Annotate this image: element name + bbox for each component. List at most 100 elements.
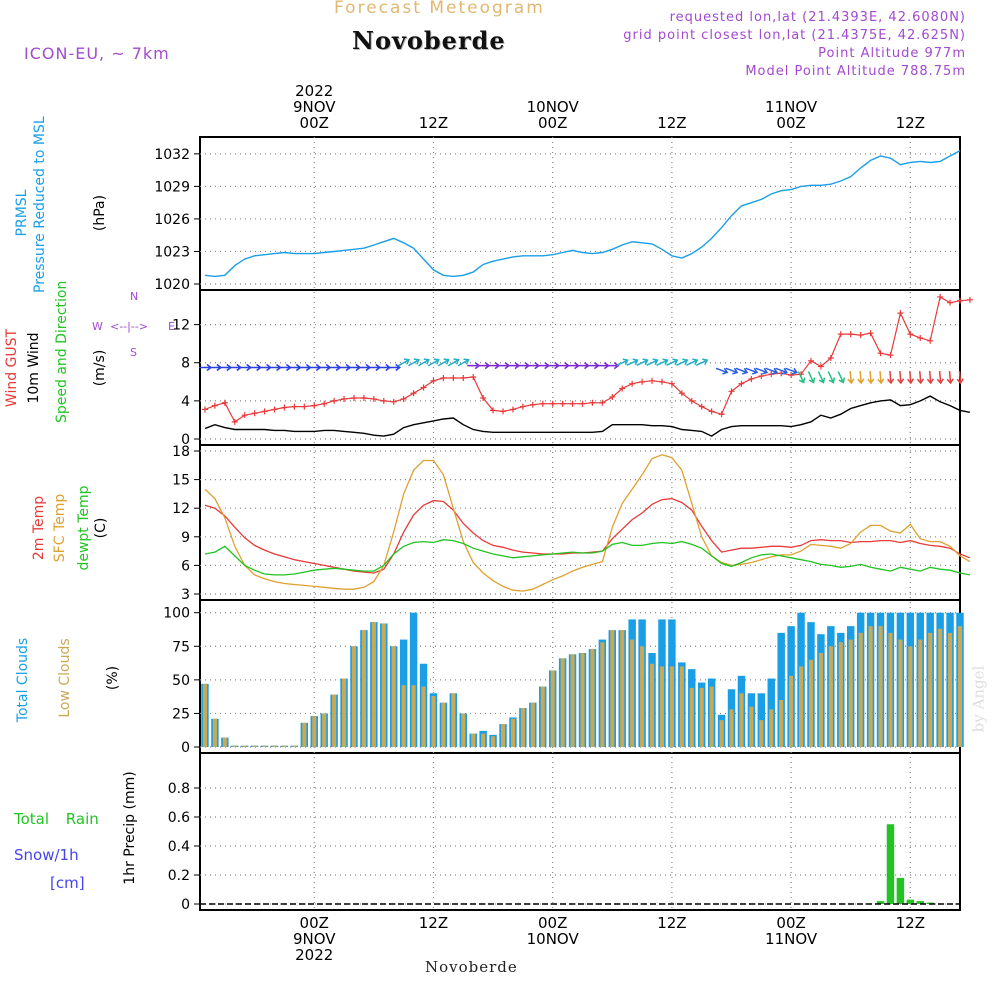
bottom-time-label: 00Z: [538, 914, 567, 932]
low-cloud-bar: [769, 709, 774, 747]
gust-marker: [827, 354, 834, 361]
low-cloud-bar: [421, 686, 426, 747]
gust-marker: [619, 385, 626, 392]
gust-marker: [410, 390, 417, 397]
bottom-time-label: 9NOV: [293, 930, 336, 948]
low-cloud-bar: [520, 708, 525, 747]
wind-direction-arrow: [807, 371, 816, 384]
low-cloud-bar: [640, 646, 645, 747]
gust-marker: [877, 350, 884, 357]
wind-direction-arrow: [745, 367, 759, 375]
gust-marker: [331, 397, 338, 404]
gust-marker: [599, 399, 606, 406]
compass-s: S: [130, 346, 137, 359]
gust-marker: [301, 403, 308, 410]
low-cloud-bar: [391, 646, 396, 747]
y-tick-label: 75: [172, 639, 190, 655]
y-tick-label: 1020: [154, 277, 190, 293]
low-cloud-bar: [828, 646, 833, 747]
gust-marker: [668, 380, 675, 387]
gust-marker: [688, 397, 695, 404]
gust-marker: [291, 403, 298, 410]
gust-marker: [529, 401, 536, 408]
top-time-label: 12Z: [896, 114, 925, 132]
rain-bar: [916, 901, 924, 904]
gust-marker: [917, 334, 924, 341]
gust-marker: [221, 399, 228, 406]
wind-direction-arrow: [837, 371, 846, 384]
low-cloud-bar: [898, 639, 903, 747]
gust-marker: [738, 380, 745, 387]
low-cloud-bar: [550, 670, 555, 747]
gust-marker: [957, 297, 963, 304]
low-cloud-bar: [212, 718, 217, 747]
gust-marker: [400, 395, 407, 402]
low-cloud-bar: [739, 693, 744, 747]
low-cloud-bar: [510, 718, 515, 747]
low-cloud-bar: [838, 642, 843, 747]
compass-mid: <--|-->: [110, 320, 149, 333]
wind-direction-arrow: [427, 358, 440, 367]
gust-marker: [321, 400, 328, 407]
top-time-label: 9NOV: [293, 98, 336, 116]
gust-marker: [887, 352, 894, 359]
gust-marker: [748, 375, 755, 382]
bottom-time-label: 11NOV: [765, 930, 818, 948]
wind-direction-arrow: [636, 358, 649, 366]
gust-marker: [211, 402, 218, 409]
low-cloud-bar: [481, 733, 486, 747]
gust-marker: [559, 400, 566, 407]
gust-marker: [539, 400, 546, 407]
wind-direction-arrow: [916, 370, 925, 385]
rain-bar: [886, 824, 895, 904]
total-cloud-bar: [409, 612, 418, 747]
y-tick-label: 1032: [154, 147, 190, 163]
low-cloud-bar: [818, 653, 823, 747]
low-cloud-bar: [401, 685, 406, 747]
bottom-time-label: 10NOV: [527, 930, 580, 948]
low-cloud-bar: [918, 639, 923, 747]
y-tick-label: 0: [181, 897, 190, 913]
low-cloud-bar: [858, 632, 863, 747]
low-cloud-bar: [868, 626, 873, 747]
p5-label-b: Snow/1h: [14, 846, 79, 864]
rain-bar: [896, 877, 905, 904]
gust-marker: [718, 411, 725, 418]
low-cloud-bar: [679, 666, 684, 747]
bottom-time-label: 12Z: [419, 914, 448, 932]
gust-marker: [708, 408, 715, 415]
gust-marker: [569, 400, 576, 407]
wind-direction-arrow: [437, 358, 450, 367]
p5-label-a: Total Rain: [14, 810, 99, 828]
low-cloud-bar: [471, 733, 476, 747]
low-cloud-bar: [351, 646, 357, 747]
p5-label-c: [cm]: [50, 874, 85, 892]
bottom-time-label: 00Z: [776, 914, 805, 932]
temp-sfc-line: [204, 454, 971, 592]
y-tick-label: 12: [172, 318, 190, 334]
low-cloud-bar: [908, 646, 913, 747]
low-cloud-bar: [411, 685, 416, 747]
top-time-label: 12Z: [419, 114, 448, 132]
gust-marker: [440, 374, 447, 381]
wind-direction-arrow: [827, 371, 836, 384]
low-cloud-bar: [699, 687, 704, 747]
y-tick-label: 0.4: [168, 839, 190, 855]
wind-direction-arrow: [715, 367, 729, 375]
low-cloud-bar: [590, 648, 595, 747]
low-cloud-bar: [242, 745, 247, 747]
compass-n: N: [130, 290, 139, 303]
gust-marker: [390, 398, 397, 405]
y-tick-label: 1026: [154, 212, 190, 228]
y-tick-label: 12: [172, 501, 190, 517]
wind-direction-arrow: [946, 370, 954, 385]
gust-marker: [937, 293, 944, 300]
gust-marker: [341, 395, 348, 402]
low-cloud-bar: [948, 632, 953, 747]
wind-direction-arrow: [616, 358, 629, 366]
low-cloud-bar: [312, 716, 317, 747]
gust-marker: [201, 406, 208, 413]
place-title: Novoberde: [352, 26, 506, 55]
low-cloud-bar: [630, 639, 635, 747]
